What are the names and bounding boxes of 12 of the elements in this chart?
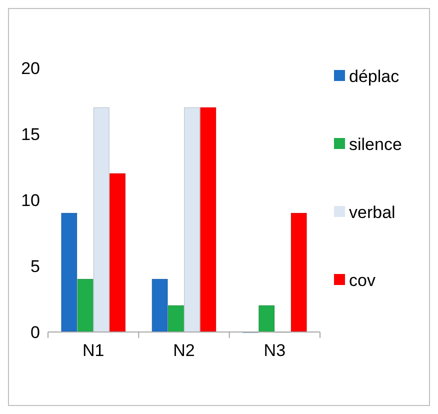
x-tick-label: N3 <box>264 341 286 360</box>
legend-label: déplac <box>349 66 400 86</box>
y-tick-label: 0 <box>30 322 40 342</box>
x-tick-label: N1 <box>82 341 104 360</box>
y-tick-label: 20 <box>21 58 40 78</box>
x-tick-label: N2 <box>173 341 195 360</box>
y-tick-label: 10 <box>21 190 40 210</box>
y-tick-label: 15 <box>21 124 40 144</box>
legend-label: cov <box>349 270 376 290</box>
legend-label: verbal <box>349 202 396 222</box>
legend-label: silence <box>349 134 402 154</box>
y-tick-label: 5 <box>30 256 40 276</box>
